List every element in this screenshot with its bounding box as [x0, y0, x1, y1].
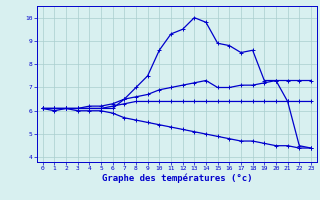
X-axis label: Graphe des températures (°c): Graphe des températures (°c) [101, 174, 252, 183]
